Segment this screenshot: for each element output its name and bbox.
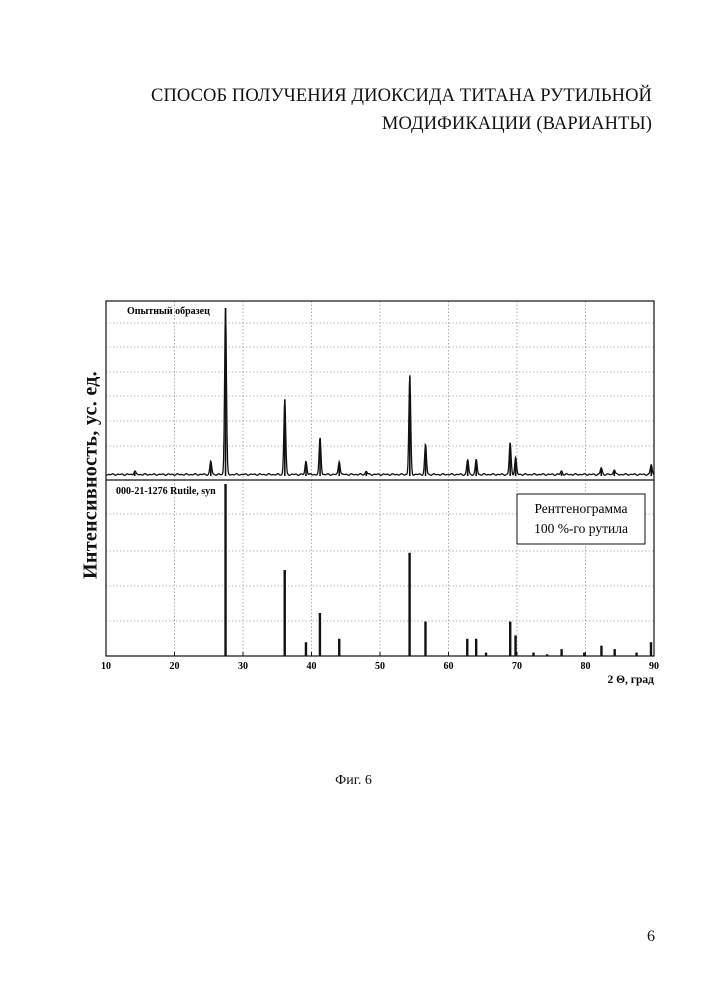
chart-grid bbox=[106, 301, 654, 656]
panel-bottom-name: 000-21-1276 Rutile, syn bbox=[116, 486, 216, 497]
reference-stick bbox=[475, 639, 477, 656]
reference-stick bbox=[305, 642, 307, 656]
reference-stick bbox=[509, 622, 511, 656]
page-number: 6 bbox=[647, 928, 655, 946]
reference-stick bbox=[338, 639, 340, 656]
x-tick-labels: 10 20 30 40 50 60 70 80 90 bbox=[101, 661, 659, 672]
legend-line: Рентгенограмма bbox=[534, 501, 627, 516]
panel-top-name: Опытный образец bbox=[127, 306, 210, 317]
reference-stick bbox=[560, 649, 562, 656]
x-tick-label: 70 bbox=[512, 661, 522, 672]
figure-caption: Фиг. 6 bbox=[0, 773, 707, 789]
x-tick-label: 80 bbox=[581, 661, 591, 672]
reference-stick bbox=[650, 642, 652, 656]
chart-texts: 2 Θ, град Опытный образец 000-21-1276 Ruti… bbox=[116, 306, 654, 686]
reference-stick bbox=[424, 622, 426, 656]
x-tick-label: 60 bbox=[444, 661, 454, 672]
x-axis-label: 2 Θ, град bbox=[607, 674, 654, 686]
legend-line: 100 %-го рутила bbox=[534, 521, 628, 536]
x-tick-label: 20 bbox=[170, 661, 180, 672]
reference-stick bbox=[224, 484, 226, 656]
reference-stick bbox=[284, 570, 286, 656]
x-tick-label: 50 bbox=[375, 661, 385, 672]
reference-stick bbox=[613, 649, 615, 656]
x-tick-label: 10 bbox=[101, 661, 111, 672]
x-tick-label: 40 bbox=[307, 661, 317, 672]
x-tick-label: 30 bbox=[238, 661, 248, 672]
reference-stick bbox=[408, 553, 410, 656]
reference-stick bbox=[466, 639, 468, 656]
reference-stick bbox=[514, 635, 516, 656]
reference-stick bbox=[600, 646, 602, 656]
x-tick-label: 90 bbox=[649, 661, 659, 672]
reference-stick bbox=[319, 613, 321, 656]
